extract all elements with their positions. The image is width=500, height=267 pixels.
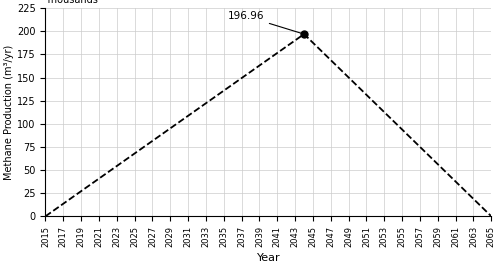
X-axis label: Year: Year — [256, 253, 280, 263]
Y-axis label: Methane Production (m³/yr): Methane Production (m³/yr) — [4, 45, 14, 180]
Text: 196.96: 196.96 — [228, 11, 302, 33]
Text: Thousands: Thousands — [46, 0, 98, 6]
